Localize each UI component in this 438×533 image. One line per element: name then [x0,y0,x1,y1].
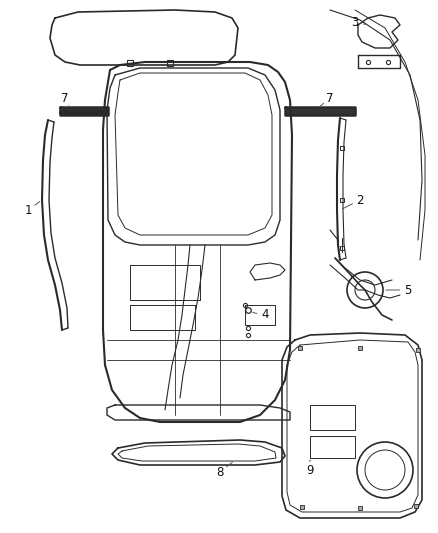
Text: 1: 1 [24,204,32,216]
Text: 7: 7 [61,92,69,104]
Bar [310,436,355,458]
Text: 4: 4 [261,309,269,321]
Text: 2: 2 [356,193,364,206]
Polygon shape [285,107,355,115]
Text: 3: 3 [351,15,359,28]
Polygon shape [60,107,108,115]
Bar [310,405,355,430]
Text: 5: 5 [404,284,412,296]
Text: 8: 8 [216,465,224,479]
Text: 7: 7 [326,92,334,104]
Text: 9: 9 [306,464,314,477]
